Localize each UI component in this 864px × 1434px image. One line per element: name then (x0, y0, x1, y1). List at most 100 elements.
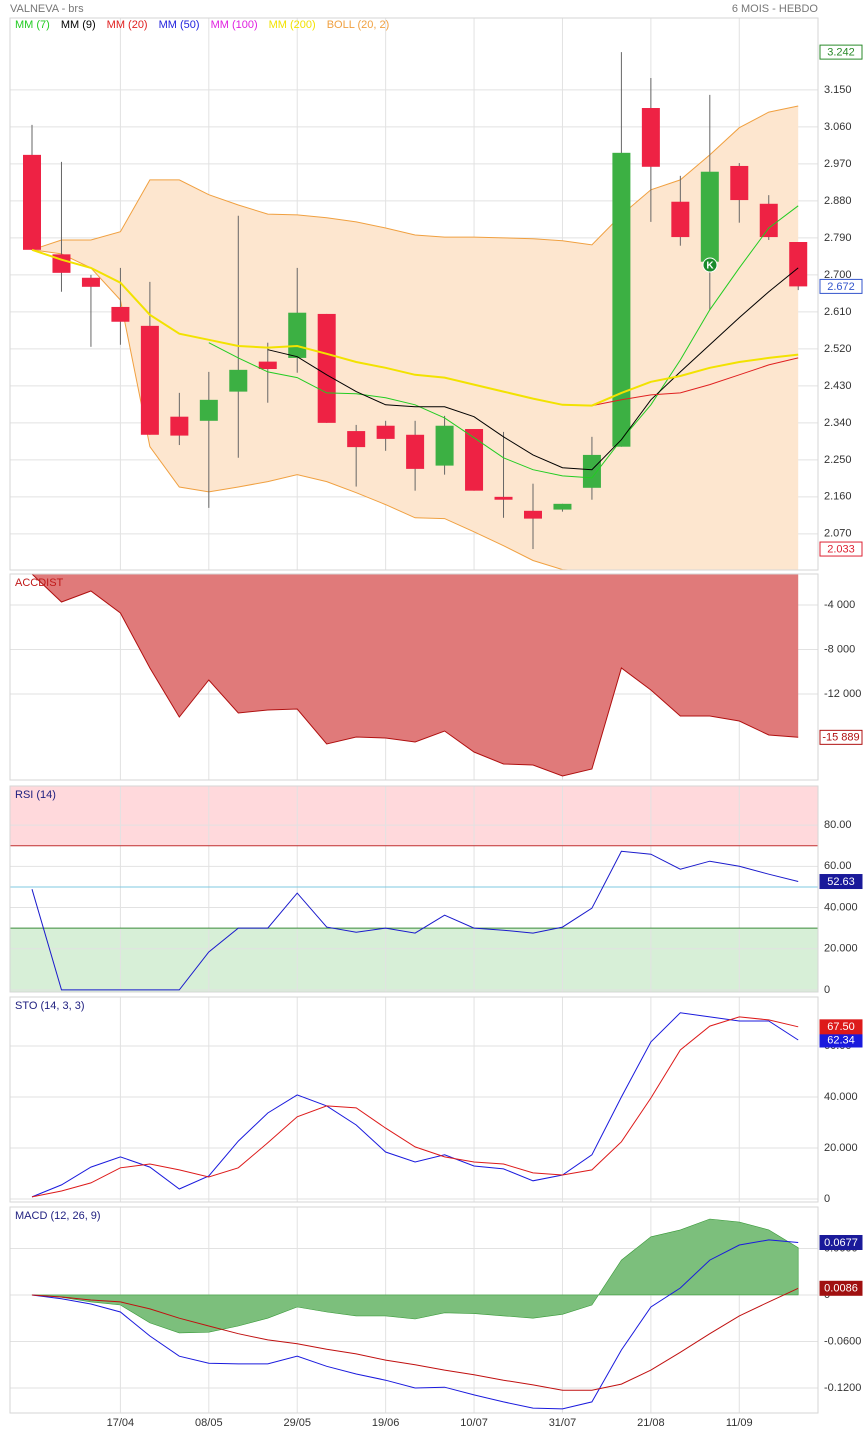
area-fill (32, 574, 799, 776)
x-tick-label: 29/05 (283, 1417, 311, 1429)
x-tick-label: 19/06 (372, 1417, 400, 1429)
y-tick-label: 2.340 (824, 417, 852, 429)
y-tick-label: 20.000 (824, 943, 858, 955)
y-tick-label: 2.250 (824, 454, 852, 466)
series-line (31, 1287, 799, 1391)
panel (10, 786, 818, 992)
value-label: 2.672 (827, 281, 855, 293)
legend-label: MM (20) (107, 19, 148, 31)
y-tick-label: 2.070 (824, 528, 852, 540)
x-tick-label: 31/07 (549, 1417, 577, 1429)
x-tick-label: 08/05 (195, 1417, 223, 1429)
candle-body (465, 429, 484, 491)
candle-body (406, 434, 425, 469)
y-tick-label: -12 000 (824, 688, 861, 700)
area-line (31, 574, 799, 777)
candle-body (612, 152, 631, 447)
y-tick-label: 0 (824, 984, 830, 996)
panel-frame (9, 573, 819, 781)
candle-body (81, 277, 100, 287)
y-tick-label: 2.430 (824, 380, 852, 392)
candle-body (140, 325, 159, 435)
legend-label: MM (50) (159, 19, 200, 31)
candle-body (23, 154, 41, 250)
candle-body (229, 369, 248, 392)
y-tick-label: 2.790 (824, 232, 852, 244)
chart-title: VALNEVA - brs (10, 3, 84, 15)
legend-label: MM (7) (15, 19, 50, 31)
candle-body (347, 431, 366, 448)
candle-body (435, 425, 454, 466)
y-tick-label: 2.880 (824, 195, 852, 207)
series-line (31, 1012, 799, 1198)
y-tick-label: 2.970 (824, 158, 852, 170)
candle-body (523, 510, 542, 519)
legend-label: MM (100) (211, 19, 258, 31)
y-tick-label: -4 000 (824, 599, 855, 611)
panel (10, 997, 818, 1202)
panel-title: ACCDIST (15, 577, 64, 589)
candle-body (111, 306, 130, 322)
value-label: 52.63 (827, 876, 855, 888)
x-tick-label: 17/04 (107, 1417, 135, 1429)
value-box (819, 729, 863, 745)
value-label: 62.34 (827, 1034, 855, 1046)
series-line (31, 1239, 799, 1410)
panel-title: STO (14, 3, 3) (15, 1000, 85, 1012)
panel-frame (9, 1206, 819, 1414)
candle-body (789, 242, 808, 287)
series-line (267, 267, 799, 471)
candle-body (553, 503, 572, 510)
event-label: K (706, 261, 714, 272)
bollinger-lower (31, 249, 576, 570)
value-box (819, 44, 863, 60)
series-line (591, 357, 799, 407)
legend-label: MM (9) (61, 19, 96, 31)
x-tick-label: 10/07 (460, 1417, 488, 1429)
candle-body (671, 201, 690, 238)
y-tick-label: 3.150 (824, 84, 852, 96)
value-box (819, 1019, 863, 1035)
period-label: 6 MOIS - HEBDO (732, 3, 819, 15)
y-tick-label: 60.00 (824, 860, 852, 872)
legend-label: BOLL (20, 2) (327, 19, 390, 31)
series-line (208, 205, 799, 479)
panel-frame (9, 996, 819, 1203)
y-tick-label: -8 000 (824, 643, 855, 655)
value-box (819, 278, 863, 294)
y-tick-label: 2.700 (824, 269, 852, 281)
candle-body (317, 313, 336, 423)
candle-body (494, 496, 513, 500)
candle-body (199, 399, 218, 421)
y-tick-label: 40.000 (824, 901, 858, 913)
candle-body (258, 361, 277, 370)
value-label: 3.242 (827, 47, 855, 59)
event-marker (702, 257, 718, 273)
panel-frame (9, 17, 819, 571)
value-box (819, 541, 863, 557)
candle-body (641, 108, 660, 167)
panel-title: RSI (14) (15, 789, 56, 801)
y-tick-label: 2.160 (824, 491, 852, 503)
panel (10, 18, 818, 570)
candle-body (170, 416, 189, 436)
bollinger-upper (31, 105, 799, 251)
value-label: 0.0677 (824, 1237, 858, 1249)
candle-body (288, 312, 307, 358)
y-tick-label: 2.610 (824, 306, 852, 318)
x-tick-label: 11/09 (726, 1417, 753, 1429)
panel (10, 1207, 818, 1413)
candle-body (730, 165, 749, 201)
y-tick-label: -0.1200 (824, 1382, 861, 1394)
oversold-zone (10, 928, 818, 992)
value-label: 0.0086 (824, 1283, 858, 1295)
y-tick-label: 80.00 (824, 819, 852, 831)
panel (10, 574, 818, 780)
candle-body (376, 425, 395, 439)
x-tick-label: 21/08 (637, 1417, 665, 1429)
overbought-zone (10, 786, 818, 846)
panel-frame (9, 785, 819, 993)
histogram-area (31, 1218, 799, 1334)
